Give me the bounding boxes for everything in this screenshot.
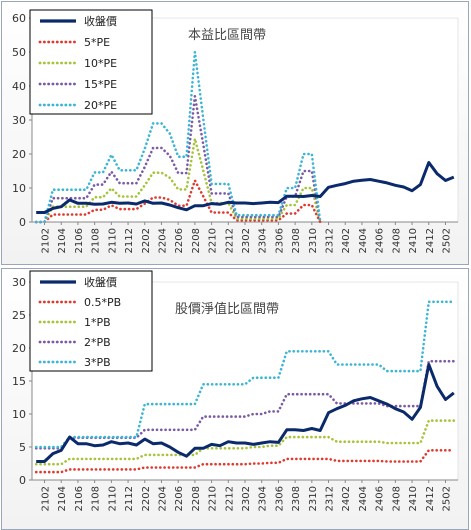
legend-label-0: 收盤價 bbox=[84, 275, 117, 289]
x-tick-label: 2110 bbox=[107, 228, 118, 253]
chart-title: 本益比區間帶 bbox=[188, 28, 266, 43]
series-line-3 bbox=[34, 94, 322, 224]
series-line-4 bbox=[34, 300, 456, 449]
x-tick-label: 2206 bbox=[174, 228, 185, 253]
pb-band-chart-panel: 0 5 10 15 20 25 30 2102 2104 2106 2108 2110 2112 2202… bbox=[1, 268, 469, 530]
x-tick-label: 2208 bbox=[191, 486, 202, 511]
legend-label-3: 2*PB bbox=[84, 336, 111, 349]
y-tick-label: 20 bbox=[12, 148, 26, 161]
x-tick-label: 2210 bbox=[208, 486, 219, 511]
x-tick-label: 2406 bbox=[375, 486, 386, 511]
chart-title: 股價淨值比區間帶 bbox=[175, 301, 279, 317]
x-tick-label: 2404 bbox=[358, 228, 369, 253]
y-tick-label: 40 bbox=[12, 80, 26, 93]
x-tick-label: 2408 bbox=[391, 486, 402, 511]
series-line-1 bbox=[34, 449, 456, 474]
y-tick-label: 30 bbox=[12, 276, 26, 289]
x-tick-label: 2308 bbox=[291, 486, 302, 511]
x-tick-label: 2304 bbox=[258, 228, 269, 253]
legend-label-3: 15*PE bbox=[84, 78, 117, 91]
x-tick-label: 2410 bbox=[408, 486, 419, 511]
x-tick-label: 2110 bbox=[107, 486, 118, 511]
x-tick-label: 2202 bbox=[141, 486, 152, 511]
x-tick-label: 2410 bbox=[408, 228, 419, 253]
x-tick-label: 2304 bbox=[258, 486, 269, 511]
x-tick-label: 2408 bbox=[391, 228, 402, 253]
x-tick-label: 2102 bbox=[41, 228, 52, 253]
series-line-4 bbox=[34, 50, 322, 224]
x-tick-label: 2406 bbox=[375, 228, 386, 253]
pb-band-chart: 0 5 10 15 20 25 30 2102 2104 2106 2108 2110 2112 2202… bbox=[12, 270, 459, 511]
x-tick-label: 2310 bbox=[308, 228, 319, 253]
series-line-0 bbox=[36, 363, 455, 463]
x-tick-label: 2206 bbox=[174, 486, 185, 511]
y-tick-label: 5 bbox=[19, 441, 26, 454]
x-tick-label: 2312 bbox=[325, 228, 336, 253]
x-tick-label: 2202 bbox=[141, 228, 152, 253]
y-tick-label: 20 bbox=[12, 342, 26, 355]
legend-label-2: 1*PB bbox=[84, 316, 111, 329]
series-line-2 bbox=[34, 137, 322, 224]
x-tick-label: 2402 bbox=[341, 486, 352, 511]
x-tick-label: 2310 bbox=[308, 486, 319, 511]
y-tick-label: 60 bbox=[12, 12, 26, 25]
series-line-1 bbox=[34, 179, 322, 224]
y-tick-label: 50 bbox=[12, 46, 26, 59]
x-tick-label: 2112 bbox=[124, 486, 135, 511]
pe-band-chart-panel: 0 10 20 30 40 50 60 2102 2104 2106 2108 2110 2112 220… bbox=[1, 1, 469, 265]
x-tick-label: 2402 bbox=[341, 228, 352, 253]
y-tick-label: 30 bbox=[12, 114, 26, 127]
legend-box bbox=[29, 9, 153, 115]
y-tick-label: 10 bbox=[12, 408, 26, 421]
x-tick-label: 2108 bbox=[91, 486, 102, 511]
x-tick-label: 2312 bbox=[325, 486, 336, 511]
series-line-2 bbox=[34, 419, 456, 466]
x-tick-label: 2412 bbox=[425, 228, 436, 253]
x-tick-label: 2306 bbox=[274, 228, 285, 253]
y-tick-label: 0 bbox=[19, 216, 26, 229]
x-tick-label: 2404 bbox=[358, 486, 369, 511]
pe-band-chart: 0 10 20 30 40 50 60 2102 2104 2106 2108 2110 2112 220… bbox=[12, 9, 459, 253]
y-tick-label: 15 bbox=[12, 375, 26, 388]
x-tick-label: 2302 bbox=[241, 228, 252, 253]
y-tick-label: 0 bbox=[19, 474, 26, 487]
x-tick-label: 2204 bbox=[157, 228, 168, 253]
x-tick-label: 2208 bbox=[191, 228, 202, 253]
x-tick-label: 2112 bbox=[124, 228, 135, 253]
y-tick-label: 10 bbox=[12, 182, 26, 195]
x-tick-label: 2104 bbox=[57, 486, 68, 511]
x-tick-label: 2106 bbox=[74, 486, 85, 511]
x-tick-label: 2212 bbox=[224, 228, 235, 253]
legend-box bbox=[29, 270, 153, 372]
x-tick-label: 2306 bbox=[274, 486, 285, 511]
legend-label-0: 收盤價 bbox=[84, 14, 117, 28]
x-tick-label: 2412 bbox=[425, 486, 436, 511]
x-tick-label: 2308 bbox=[291, 228, 302, 253]
x-tick-label: 2108 bbox=[91, 228, 102, 253]
legend-label-1: 5*PE bbox=[84, 36, 110, 49]
x-tick-label: 2106 bbox=[74, 228, 85, 253]
legend-label-4: 20*PE bbox=[84, 99, 117, 112]
legend-label-1: 0.5*PB bbox=[84, 296, 121, 309]
y-tick-label: 25 bbox=[12, 309, 26, 322]
x-tick-label: 2204 bbox=[157, 486, 168, 511]
x-tick-label: 2102 bbox=[41, 486, 52, 511]
legend-label-4: 3*PB bbox=[84, 356, 111, 369]
x-tick-label: 2302 bbox=[241, 486, 252, 511]
x-tick-label: 2502 bbox=[441, 486, 452, 511]
series-line-0 bbox=[36, 161, 455, 214]
x-tick-label: 2104 bbox=[57, 228, 68, 253]
legend-label-2: 10*PE bbox=[84, 57, 117, 70]
series-line-3 bbox=[34, 359, 456, 450]
x-tick-label: 2210 bbox=[208, 228, 219, 253]
x-tick-label: 2502 bbox=[441, 228, 452, 253]
x-tick-label: 2212 bbox=[224, 486, 235, 511]
